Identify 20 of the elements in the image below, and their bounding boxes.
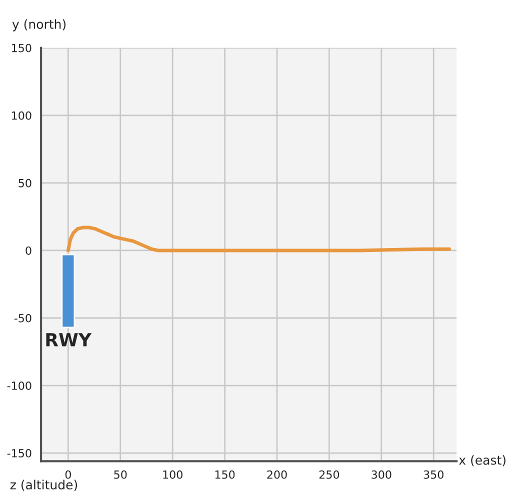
y-tick-label: 150	[12, 44, 32, 52]
x-tick-label: 150	[215, 470, 235, 479]
x-tick-label: 250	[319, 470, 340, 479]
x-tick-label: 300	[372, 470, 392, 479]
y-tick-label: -50	[14, 314, 32, 322]
y-tick-label: 100	[12, 111, 32, 120]
y-tick-label: 50	[18, 178, 32, 188]
annotation: RWY	[46, 333, 92, 346]
x-tick-label: 100	[163, 470, 182, 479]
y-tick-label: -150	[7, 449, 32, 458]
y-axis-title: y (north)	[12, 19, 66, 32]
y-tick-label: 0	[26, 246, 32, 255]
line-series	[66, 226, 451, 252]
x-tick-label: 350	[424, 470, 444, 479]
x-tick-label: 50	[114, 470, 127, 479]
y-tick-label: -100	[7, 382, 32, 390]
x-tick-label: 200	[267, 470, 287, 479]
x-axis-title: x (east)	[459, 455, 506, 466]
x-tick-label: 0	[65, 470, 71, 479]
text: z (altitude)	[10, 480, 78, 491]
